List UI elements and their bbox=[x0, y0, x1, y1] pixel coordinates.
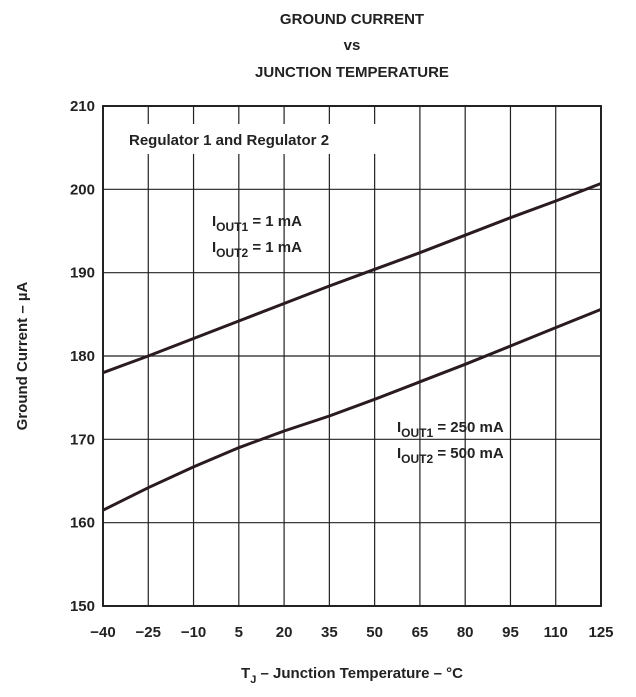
annotation-rest: = 1 mA bbox=[248, 213, 302, 230]
annotation-main: I bbox=[397, 419, 401, 436]
y-tick-label: 160 bbox=[70, 515, 95, 532]
y-tick-label: 200 bbox=[70, 181, 95, 198]
chart-title: JUNCTION TEMPERATURE bbox=[255, 64, 449, 81]
annotation-rest: = 500 mA bbox=[433, 445, 504, 462]
annotation-sub: OUT1 bbox=[401, 426, 433, 440]
x-tick-label: 95 bbox=[502, 624, 519, 641]
annotation-main: I bbox=[397, 445, 401, 462]
annotation-sub: OUT2 bbox=[401, 452, 433, 466]
grid: 150 160 170 180 190 200 210 −40 −25 −10 5 20 35 50 65 8… bbox=[70, 98, 614, 641]
chart-title: vs bbox=[344, 37, 361, 54]
annotation-main: I bbox=[212, 239, 216, 256]
annotation-rest: = 1 mA bbox=[248, 239, 302, 256]
annotation-main: I bbox=[212, 213, 216, 230]
annotation: IOUT1 = 1 mA bbox=[212, 213, 302, 234]
y-tick-label: 170 bbox=[70, 431, 95, 448]
x-tick-label: −40 bbox=[90, 624, 115, 641]
plot bbox=[102, 182, 602, 512]
x-tick-label: 35 bbox=[321, 624, 338, 641]
x-tick-label: 20 bbox=[276, 624, 293, 641]
x-tick-label: 50 bbox=[366, 624, 383, 641]
y-tick-label: 190 bbox=[70, 265, 95, 282]
annotation: IOUT2 = 500 mA bbox=[397, 445, 504, 466]
x-axis-label: TJ – Junction Temperature – °C bbox=[241, 665, 463, 686]
x-tick-label: 110 bbox=[544, 624, 568, 641]
annotation-sub: OUT2 bbox=[216, 246, 248, 260]
series-line bbox=[102, 182, 602, 375]
annotation: IOUT1 = 250 mA bbox=[397, 419, 504, 440]
x-axis-label-main: T bbox=[241, 665, 250, 682]
x-tick-label: 125 bbox=[588, 624, 613, 641]
x-tick-label: 5 bbox=[235, 624, 243, 641]
chart-title: GROUND CURRENT bbox=[280, 11, 424, 28]
y-tick-label: 180 bbox=[70, 348, 95, 365]
x-tick-label: −25 bbox=[136, 624, 161, 641]
y-tick-label: 210 bbox=[70, 98, 95, 115]
series-line bbox=[102, 307, 602, 512]
annotation-sub: OUT1 bbox=[216, 220, 248, 234]
plot-frame bbox=[102, 105, 602, 607]
y-axis-label: Ground Current – µA bbox=[14, 282, 31, 431]
annotation: IOUT2 = 1 mA bbox=[212, 239, 302, 260]
x-axis-label-sub: J bbox=[250, 674, 256, 686]
x-tick-label: 65 bbox=[412, 624, 429, 641]
annotation: Regulator 1 and Regulator 2 bbox=[129, 132, 329, 149]
x-tick-label: 80 bbox=[457, 624, 474, 641]
annotation-rest: = 250 mA bbox=[433, 419, 504, 436]
x-tick-label: −10 bbox=[181, 624, 206, 641]
annotation-bg bbox=[115, 124, 415, 154]
x-axis-label-rest: – Junction Temperature – °C bbox=[256, 665, 463, 682]
y-tick-label: 150 bbox=[70, 598, 95, 615]
